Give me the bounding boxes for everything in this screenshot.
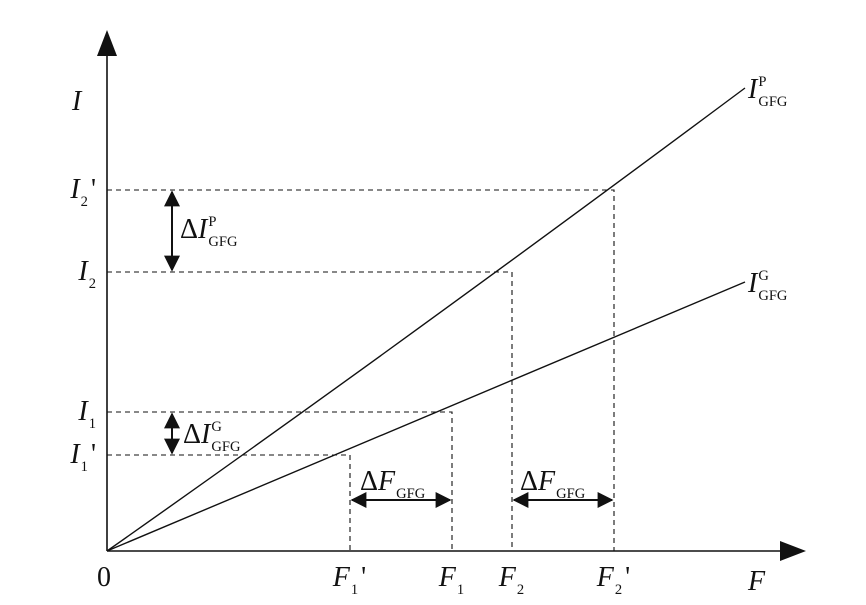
subscript: GFG <box>211 439 241 455</box>
prime: ' <box>91 174 96 205</box>
guide <box>107 454 351 551</box>
subscript: 2 <box>81 194 88 210</box>
prime: ' <box>625 562 630 593</box>
subscript: 1 <box>351 582 358 598</box>
subscript: 2 <box>615 582 622 598</box>
label: I1 <box>77 396 96 432</box>
dimensions <box>164 190 614 508</box>
label: I2 <box>77 256 96 292</box>
label: ΔFGFG <box>360 466 426 502</box>
subscript: 1 <box>89 416 96 432</box>
base: I <box>200 419 212 450</box>
label: F2 <box>498 562 524 598</box>
label: F1 <box>438 562 464 598</box>
label: F2 ' <box>596 562 630 598</box>
curve-p <box>106 87 746 552</box>
subscript: 1 <box>81 459 88 475</box>
guide <box>107 411 453 551</box>
label: I2 ' <box>69 174 96 210</box>
subscript: 2 <box>89 276 96 292</box>
guide <box>107 271 513 551</box>
guide <box>107 189 615 551</box>
base: F <box>377 466 396 497</box>
delta: Δ <box>360 466 378 497</box>
delta: Δ <box>520 466 538 497</box>
label: ΔFGFG <box>520 466 586 502</box>
base: F <box>498 562 517 593</box>
axes <box>97 30 806 561</box>
subscript: GFG <box>208 234 238 250</box>
x-axis-label: F <box>747 566 766 597</box>
base: I <box>77 396 89 427</box>
prime: ' <box>91 439 96 470</box>
subscript: 1 <box>457 582 464 598</box>
subscript: GFG <box>758 94 788 110</box>
base: F <box>438 562 457 593</box>
base: F <box>537 466 556 497</box>
subscript: 2 <box>517 582 524 598</box>
base: I <box>77 256 89 287</box>
delta: Δ <box>183 419 201 450</box>
label: ΔIP GFG <box>180 214 238 250</box>
base: I <box>69 439 81 470</box>
base: F <box>332 562 351 593</box>
label: IP GFG <box>747 74 788 110</box>
label: I1 ' <box>69 439 96 475</box>
base: I <box>69 174 81 205</box>
y-axis-label: I <box>71 86 83 117</box>
superscript: G <box>758 268 769 284</box>
curves <box>106 87 746 552</box>
label: ΔIG GFG <box>183 419 241 455</box>
base: I <box>197 214 209 245</box>
superscript: P <box>208 214 216 230</box>
prime: ' <box>361 562 366 593</box>
base: F <box>596 562 615 593</box>
base: I <box>747 74 759 105</box>
delta: Δ <box>180 214 198 245</box>
superscript: G <box>211 419 222 435</box>
label: F1 ' <box>332 562 366 598</box>
subscript: GFG <box>556 486 586 502</box>
origin-label: 0 <box>97 562 111 593</box>
label: IG GFG <box>747 268 788 304</box>
base: I <box>747 268 759 299</box>
superscript: P <box>758 74 766 90</box>
y-arrow <box>97 30 117 56</box>
guides <box>107 189 615 551</box>
subscript: GFG <box>396 486 426 502</box>
x-arrow <box>780 541 806 561</box>
curve-g <box>106 281 746 552</box>
subscript: GFG <box>758 288 788 304</box>
